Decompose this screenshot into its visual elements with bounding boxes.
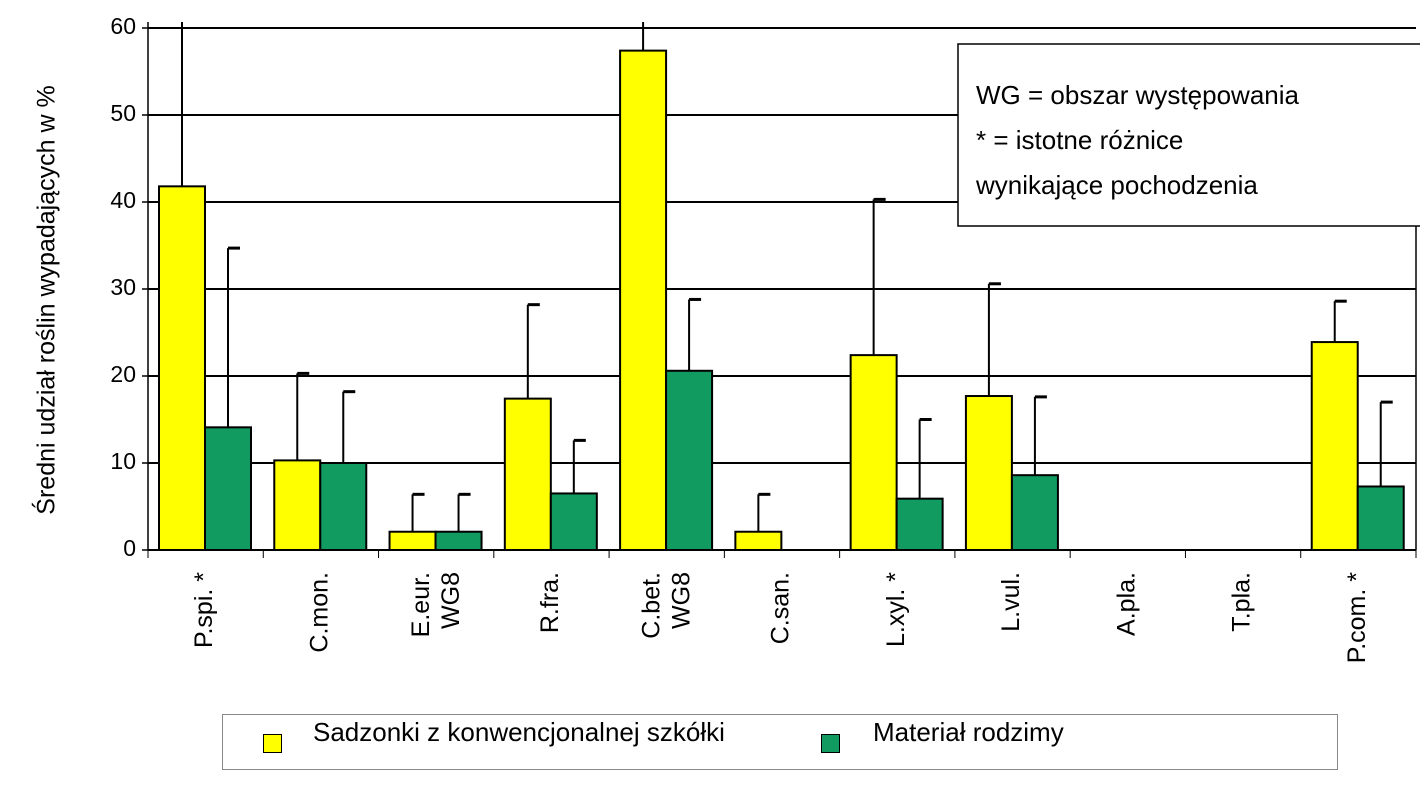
- y-axis-label: Średni udział roślin wypadających w %: [31, 85, 61, 514]
- annotation: * = istotne różnice: [976, 125, 1183, 155]
- x-tick-label: C.san.: [767, 572, 795, 644]
- bar: [319, 462, 368, 551]
- y-tick-label: 0: [123, 535, 136, 561]
- bar: [734, 530, 783, 551]
- legend-swatch: [821, 734, 840, 753]
- error-bar: [411, 492, 425, 532]
- error-bar: [457, 492, 471, 532]
- bar: [964, 395, 1013, 552]
- error-bar: [1033, 395, 1047, 476]
- error-bar: [688, 297, 702, 371]
- bar: [1310, 341, 1359, 551]
- error-bar: [1333, 299, 1347, 343]
- x-tick-label: R.fra.: [536, 572, 564, 633]
- annotation-box: [957, 43, 1420, 227]
- x-tick-label: T.pla.: [1228, 572, 1256, 632]
- error-bar: [757, 492, 771, 532]
- y-tick-label: 50: [110, 100, 136, 126]
- annotation: wynikające pochodzenia: [975, 170, 1258, 200]
- error-bar: [642, 22, 645, 51]
- bar: [849, 354, 898, 551]
- y-tick-label: 60: [110, 13, 136, 39]
- x-tick-label: C.bet.WG8: [637, 572, 695, 639]
- annotation: WG = obszar występowania: [976, 80, 1300, 110]
- error-bar: [872, 197, 886, 356]
- y-tick-label: 20: [110, 361, 136, 387]
- bar: [895, 497, 944, 552]
- bar: [665, 369, 714, 551]
- error-bar: [227, 246, 240, 428]
- bar: [388, 530, 437, 551]
- error-bar: [296, 371, 310, 461]
- error-bar: [572, 438, 586, 494]
- bar: [273, 459, 322, 552]
- bar: [1010, 474, 1059, 551]
- y-tick-label: 30: [110, 274, 136, 300]
- error-bar: [1379, 400, 1393, 487]
- legend: Sadzonki z konwencjonalnej szkółki Materi…: [222, 714, 1338, 770]
- legend-label: Materiał rodzimy: [873, 717, 1064, 747]
- bar: [619, 49, 668, 552]
- error-bar: [526, 303, 540, 399]
- bar: [204, 426, 252, 551]
- y-tick-label: 10: [110, 448, 136, 474]
- error-bar: [987, 282, 1001, 397]
- error-bar: [342, 390, 356, 463]
- x-tick-label: E.eur.WG8: [407, 572, 465, 637]
- error-bar: [918, 418, 932, 499]
- bar: [503, 397, 552, 551]
- x-tick-label: L.vul.: [997, 572, 1025, 632]
- legend-swatch: [263, 734, 282, 753]
- x-tick-label: A.pla.: [1112, 572, 1140, 636]
- x-tick-label: P.com. *: [1343, 572, 1371, 664]
- legend-label: Sadzonki z konwencjonalnej szkółki: [313, 717, 725, 747]
- error-bar: [181, 22, 183, 187]
- bar: [158, 185, 206, 551]
- bar: [1356, 485, 1405, 551]
- x-tick-label: C.mon.: [306, 572, 334, 653]
- bar: [549, 492, 598, 552]
- x-tick-label: P.spi. *: [190, 572, 218, 648]
- x-tick-label: L.xyl. *: [882, 572, 910, 647]
- y-tick-label: 40: [110, 187, 136, 213]
- bar: [434, 530, 483, 551]
